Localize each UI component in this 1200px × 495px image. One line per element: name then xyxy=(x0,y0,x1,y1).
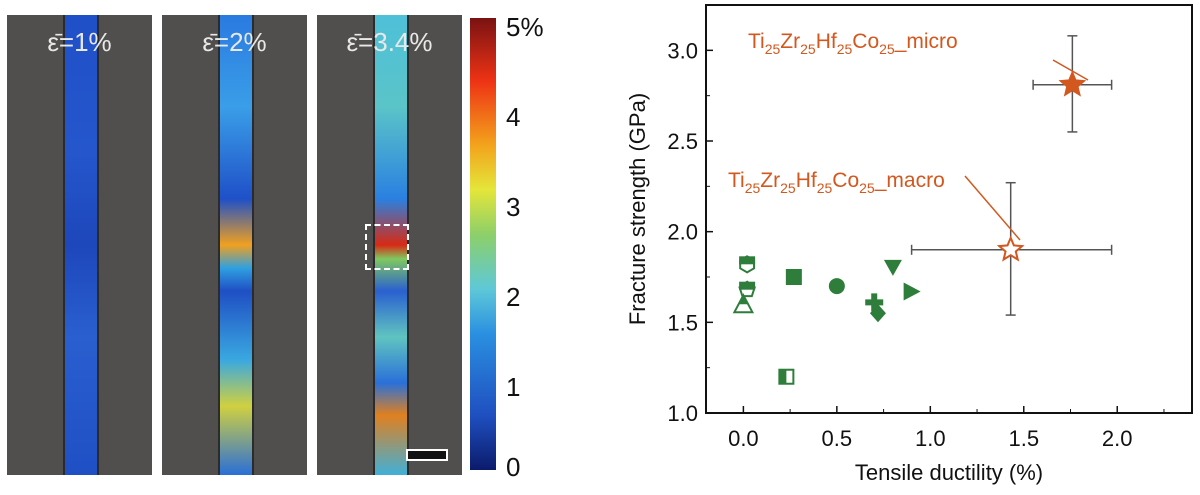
marker-diamond xyxy=(869,304,886,323)
marker-fill xyxy=(738,295,748,305)
y-tick-label: 2.5 xyxy=(667,129,698,154)
strain-map-panel-3: ε̄=3.4% xyxy=(317,15,462,475)
marker-fill xyxy=(739,281,756,290)
x-tick-label: 1.5 xyxy=(1008,426,1039,451)
strain-map-panel-1: ε̄=1% xyxy=(7,15,152,475)
marker-fill xyxy=(739,256,756,265)
annotation-leader-line xyxy=(1052,59,1089,81)
colorbar-tick: 2 xyxy=(506,282,521,312)
scale-bar xyxy=(406,449,448,461)
colorbar xyxy=(470,18,496,470)
colorbar-tick: 1 xyxy=(506,372,521,402)
y-tick-label: 1.5 xyxy=(667,310,698,335)
colorbar-tick: 5% xyxy=(506,12,544,42)
panel-label: ε̄=3.4% xyxy=(346,27,433,57)
x-axis-label: Tensile ductility (%) xyxy=(855,460,1043,485)
marker-star-filled xyxy=(1058,70,1087,97)
colorbar-tick: 0 xyxy=(506,452,521,482)
strain-strip xyxy=(375,15,407,475)
y-tick-label: 3.0 xyxy=(667,38,698,63)
marker-triangle-down xyxy=(883,259,902,276)
x-tick-label: 0.0 xyxy=(728,426,759,451)
x-tick-label: 1.0 xyxy=(915,426,946,451)
point-annotation: Ti25Zr25Hf25Co25_micro xyxy=(748,30,958,57)
y-axis-label: Fracture strength (GPa) xyxy=(625,93,650,325)
point-annotation: Ti25Zr25Hf25Co25_macro xyxy=(728,169,945,196)
strain-map-panel-2: ε̄=2% xyxy=(162,15,307,475)
marker-star-open xyxy=(996,235,1025,262)
marker-triangle-right xyxy=(903,282,921,301)
marker-square xyxy=(785,269,802,285)
x-tick-label: 0.5 xyxy=(822,426,853,451)
strain-strip xyxy=(220,15,252,475)
x-tick-label: 2.0 xyxy=(1102,426,1133,451)
plot-frame xyxy=(705,4,1193,414)
marker-fill xyxy=(779,369,787,384)
panel-label: ε̄=1% xyxy=(47,27,112,57)
y-tick-label: 2.0 xyxy=(667,220,698,245)
colorbar-tick: 4 xyxy=(506,102,521,132)
marker-cross xyxy=(865,293,884,312)
colorbar-tick: 3 xyxy=(506,192,521,222)
strain-strip xyxy=(65,15,97,475)
panel-label: ε̄=2% xyxy=(202,27,267,57)
scatter-chart: 0.0 0.5 1.0 1.5 2.0 1.0 1.5 2.0 2.5 3.0 Tensile du… xyxy=(625,4,1193,485)
y-tick-label: 1.0 xyxy=(667,401,698,426)
highlight-box xyxy=(365,224,409,270)
marker-circle xyxy=(828,278,845,295)
annotation-leader-line xyxy=(964,175,1021,241)
